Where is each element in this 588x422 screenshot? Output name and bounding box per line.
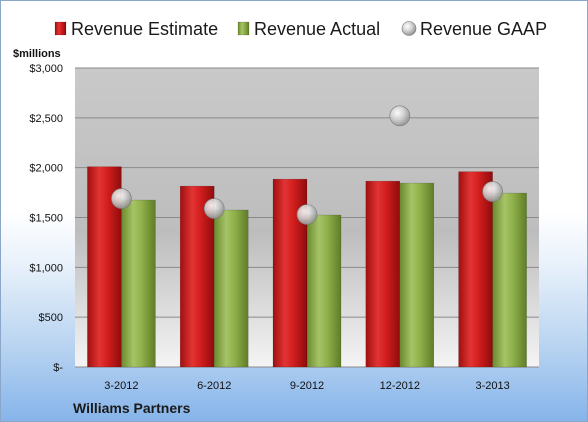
actual-bar [213, 209, 249, 368]
actual-bar [399, 182, 435, 368]
gaap-marker [111, 188, 132, 209]
y-axis-ticks: $- $500 $1,000 $1,500 $2,000 $2,500 $3,000 [29, 63, 63, 374]
legend-swatch [237, 21, 250, 36]
legend-label: Revenue GAAP [420, 19, 547, 39]
actual-bar [121, 199, 156, 368]
legend-label: Revenue Estimate [71, 19, 218, 39]
x-tick-label: 3-2013 [475, 380, 509, 392]
y-tick-label: $3,000 [29, 63, 63, 75]
gaap-markers [111, 105, 503, 225]
y-tick-label: $1,500 [29, 213, 63, 225]
gaap-marker [482, 181, 503, 202]
x-tick-label: 12-2012 [380, 380, 420, 392]
actual-bar [492, 192, 527, 368]
x-tick-label: 9-2012 [290, 380, 324, 392]
bars [87, 166, 527, 368]
y-tick-label: $2,000 [29, 163, 63, 175]
gaap-marker [203, 198, 225, 219]
y-tick-label: $500 [39, 312, 63, 324]
estimate-bar [458, 171, 493, 368]
x-tick-label: 3-2012 [104, 380, 138, 392]
gaap-marker [389, 105, 411, 127]
y-tick-label: $1,000 [29, 262, 63, 274]
x-tick-label: 6-2012 [197, 380, 231, 392]
legend: Revenue Estimate Revenue Actual Revenue GA… [54, 19, 547, 39]
legend-swatch [54, 21, 67, 36]
x-axis-ticks: 3-2012 6-2012 9-2012 12-2012 3-2013 [104, 380, 509, 392]
estimate-bar [365, 180, 401, 368]
legend-swatch [401, 21, 417, 36]
company-name: Williams Partners [73, 400, 191, 416]
y-tick-label: $- [53, 362, 63, 374]
gaap-marker [296, 204, 318, 225]
y-tick-label: $2,500 [29, 113, 63, 125]
legend-label: Revenue Actual [254, 19, 380, 39]
actual-bar [306, 214, 342, 368]
y-axis-label: $millions [13, 48, 61, 60]
